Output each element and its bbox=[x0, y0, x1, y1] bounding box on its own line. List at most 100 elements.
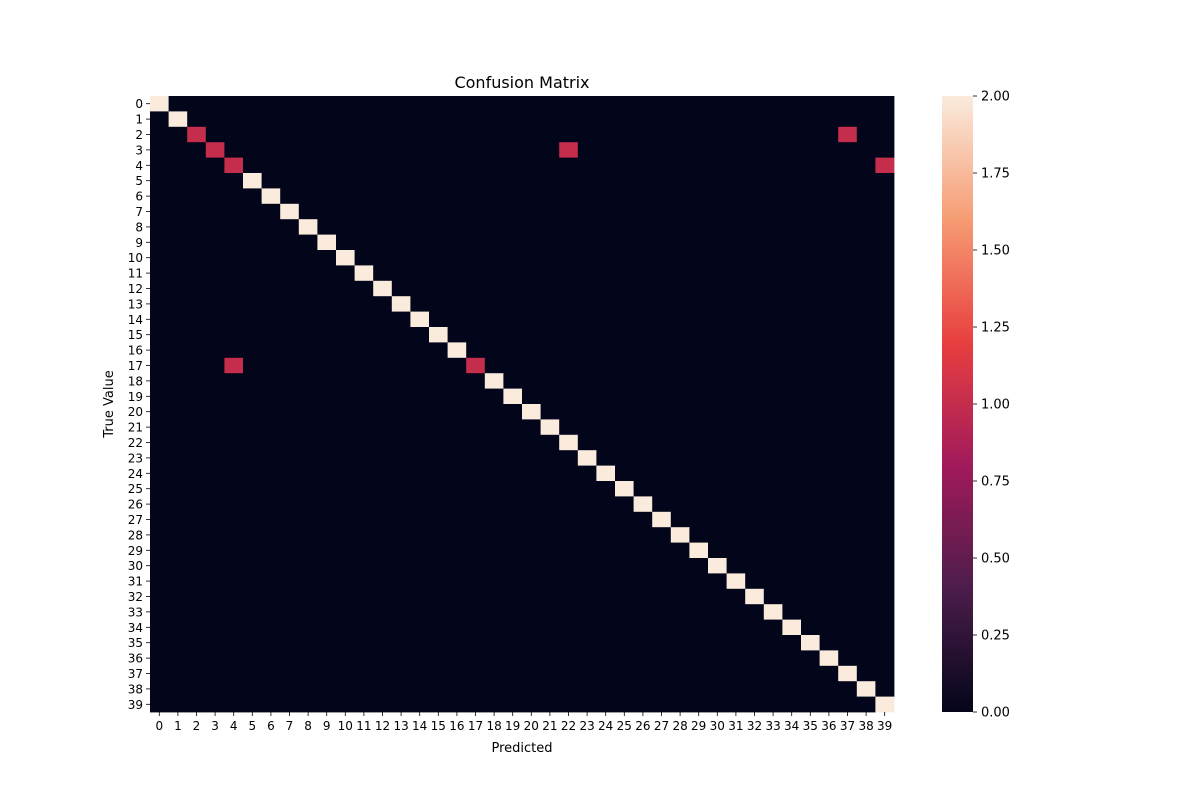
heatmap-cell bbox=[801, 465, 820, 482]
heatmap-cell bbox=[633, 203, 653, 220]
heatmap-cell bbox=[522, 496, 541, 513]
heatmap-cell bbox=[466, 250, 486, 266]
heatmap-cell bbox=[801, 681, 820, 697]
heatmap-cell bbox=[559, 126, 579, 143]
heatmap-cell bbox=[317, 604, 337, 620]
heatmap-cell bbox=[708, 404, 727, 420]
heatmap-cell bbox=[484, 173, 504, 189]
heatmap-cell bbox=[503, 188, 523, 205]
heatmap-cell bbox=[559, 311, 579, 328]
heatmap-cell bbox=[726, 311, 746, 328]
heatmap-cell bbox=[224, 496, 244, 513]
heatmap-cell bbox=[391, 342, 411, 359]
heatmap-cell bbox=[410, 465, 430, 482]
heatmap-cell bbox=[782, 465, 802, 482]
heatmap-cell bbox=[559, 357, 579, 374]
heatmap-cell bbox=[726, 342, 746, 359]
heatmap-cell bbox=[615, 635, 634, 651]
heatmap-cell bbox=[689, 465, 709, 482]
heatmap-cell bbox=[708, 250, 727, 266]
heatmap-cell bbox=[615, 126, 634, 143]
heatmap-cell bbox=[670, 496, 690, 513]
heatmap-cell bbox=[243, 496, 262, 513]
heatmap-cell bbox=[763, 250, 783, 266]
heatmap-cell bbox=[484, 465, 504, 482]
heatmap-cell bbox=[801, 111, 820, 128]
heatmap-cell bbox=[745, 342, 765, 359]
heatmap-cell bbox=[782, 234, 802, 251]
heatmap-cell bbox=[187, 173, 207, 189]
heatmap-cell bbox=[652, 126, 672, 143]
heatmap-cell bbox=[187, 450, 207, 466]
heatmap-cell bbox=[187, 373, 207, 389]
heatmap-cell bbox=[243, 619, 262, 636]
heatmap-cell bbox=[652, 234, 672, 251]
heatmap-cell bbox=[187, 665, 207, 682]
heatmap-cell bbox=[615, 157, 634, 174]
x-tick-label: 8 bbox=[304, 719, 312, 733]
heatmap-cell bbox=[838, 96, 858, 112]
heatmap-cell bbox=[224, 357, 244, 374]
heatmap-cell bbox=[652, 203, 672, 220]
heatmap-cell bbox=[819, 696, 839, 713]
heatmap-cell bbox=[763, 650, 783, 667]
heatmap-cell bbox=[633, 265, 653, 282]
heatmap-cell bbox=[484, 511, 504, 528]
heatmap-cell bbox=[689, 265, 709, 282]
heatmap-cell bbox=[205, 573, 225, 590]
heatmap-cell bbox=[391, 527, 411, 543]
heatmap-cell bbox=[856, 465, 876, 482]
heatmap-cell bbox=[205, 203, 225, 220]
heatmap-cell bbox=[559, 465, 579, 482]
heatmap-cell bbox=[633, 635, 653, 651]
heatmap-cell bbox=[317, 203, 337, 220]
heatmap-cell bbox=[373, 481, 393, 497]
heatmap-cell bbox=[336, 681, 355, 697]
heatmap-cell bbox=[782, 173, 802, 189]
heatmap-cell bbox=[540, 558, 560, 574]
heatmap-cell bbox=[522, 681, 541, 697]
heatmap-cell bbox=[670, 311, 690, 328]
heatmap-cell bbox=[540, 296, 560, 312]
x-tick-label: 17 bbox=[468, 719, 483, 733]
heatmap-cell bbox=[447, 327, 467, 343]
heatmap-cell bbox=[503, 404, 523, 420]
heatmap-cell bbox=[856, 681, 876, 697]
heatmap-cell bbox=[317, 265, 337, 282]
x-tick-label: 7 bbox=[286, 719, 294, 733]
heatmap-cell bbox=[317, 373, 337, 389]
heatmap-cell bbox=[745, 665, 765, 682]
heatmap-cell bbox=[150, 342, 169, 359]
heatmap-cell bbox=[298, 465, 318, 482]
heatmap-cell bbox=[168, 142, 188, 158]
x-tick-label: 14 bbox=[412, 719, 427, 733]
heatmap-cell bbox=[205, 465, 225, 482]
heatmap-cell bbox=[838, 327, 858, 343]
heatmap-cell bbox=[763, 465, 783, 482]
heatmap-cell bbox=[205, 265, 225, 282]
heatmap-cell bbox=[856, 496, 876, 513]
heatmap-cell bbox=[205, 142, 225, 158]
heatmap-cell bbox=[280, 265, 300, 282]
heatmap-cell bbox=[875, 188, 895, 205]
heatmap-cell bbox=[689, 419, 709, 436]
x-tick-label: 33 bbox=[765, 719, 780, 733]
heatmap-cell bbox=[838, 357, 858, 374]
heatmap-cell bbox=[503, 111, 523, 128]
heatmap-cell bbox=[763, 558, 783, 574]
y-tick-label: 27 bbox=[128, 513, 143, 527]
heatmap-cell bbox=[317, 527, 337, 543]
heatmap-cell bbox=[373, 357, 393, 374]
y-tick-label: 15 bbox=[128, 328, 143, 342]
heatmap-cell bbox=[484, 588, 504, 605]
heatmap-cell bbox=[559, 681, 579, 697]
heatmap-cell bbox=[652, 327, 672, 343]
heatmap-cell bbox=[373, 373, 393, 389]
heatmap-cell bbox=[596, 511, 616, 528]
heatmap-cell bbox=[391, 681, 411, 697]
heatmap-cell bbox=[224, 619, 244, 636]
heatmap-cell bbox=[224, 558, 244, 574]
heatmap-cell bbox=[745, 373, 765, 389]
heatmap-cell bbox=[577, 311, 597, 328]
heatmap-cell bbox=[298, 203, 318, 220]
